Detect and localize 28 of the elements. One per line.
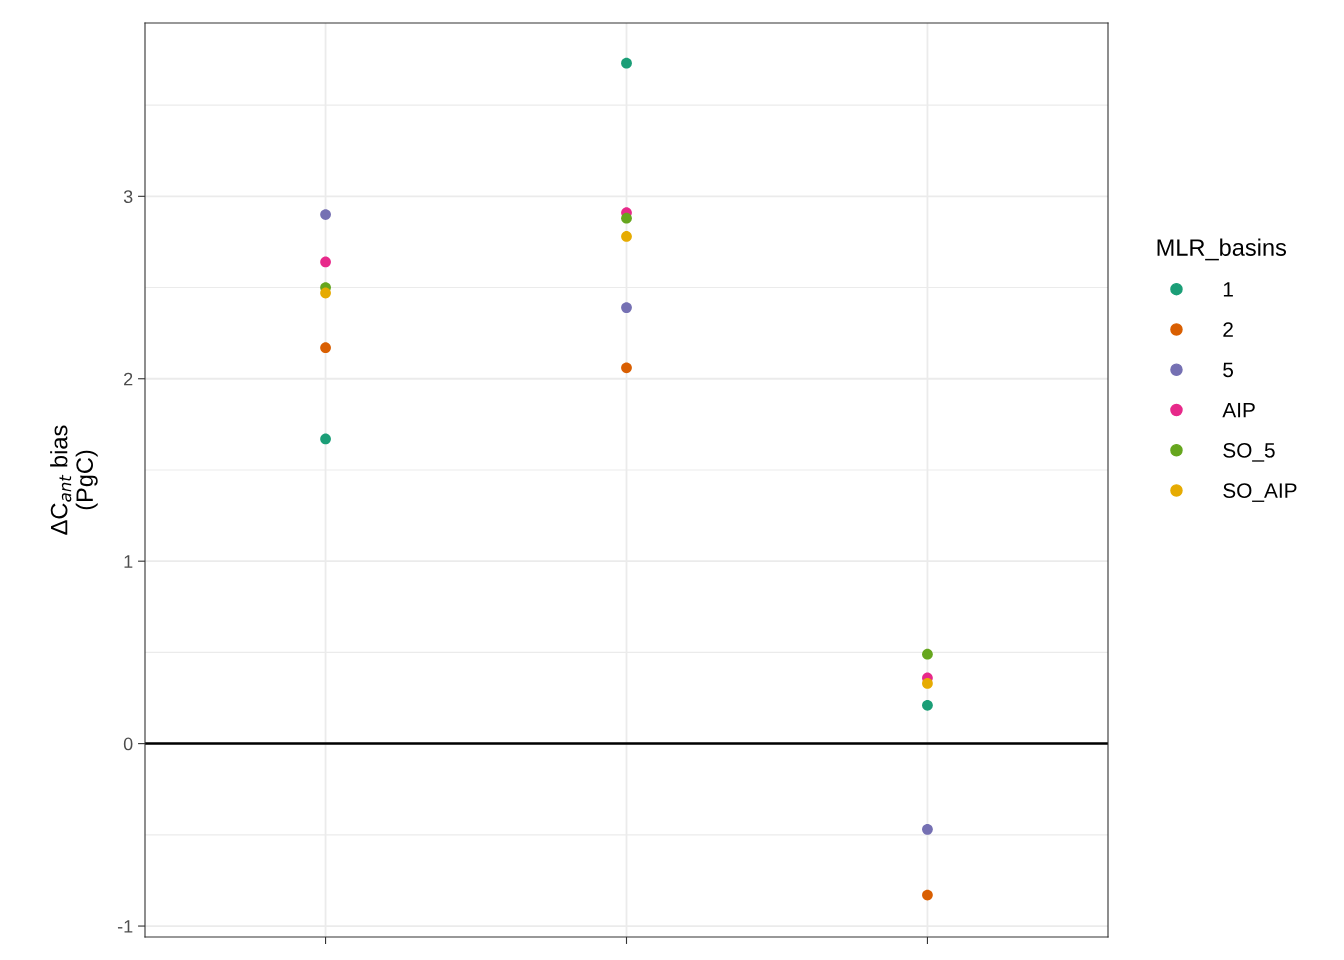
point <box>922 823 933 835</box>
y-axis-title: ΔC$_{ant}$ bias (PgC) <box>50 425 98 535</box>
point <box>320 433 331 445</box>
point <box>922 699 933 711</box>
y-tick-label: 3 <box>123 190 133 204</box>
point <box>320 256 331 268</box>
point <box>621 57 632 69</box>
y-tick-label: -1 <box>117 920 133 933</box>
legend-label: 1 <box>1223 282 1233 297</box>
y-tick-label: 1 <box>124 555 133 568</box>
legend-label: 2 <box>1223 322 1233 337</box>
point <box>621 231 632 242</box>
y-tick-label: 2 <box>124 372 133 386</box>
point <box>922 889 933 901</box>
legend-title: MLR_basins <box>1157 238 1287 261</box>
point <box>621 302 632 313</box>
legend-label: SO_5 <box>1223 442 1275 462</box>
legend-label: SO_AIP <box>1223 483 1297 502</box>
point <box>320 287 331 299</box>
point <box>320 209 331 220</box>
legend-label: 5 <box>1223 362 1234 378</box>
y-tick-label: 0 <box>123 737 133 751</box>
point <box>922 678 933 689</box>
point <box>621 362 632 374</box>
point <box>320 342 331 354</box>
legend-label: AIP <box>1222 402 1255 418</box>
point <box>922 648 933 660</box>
point <box>621 212 632 224</box>
